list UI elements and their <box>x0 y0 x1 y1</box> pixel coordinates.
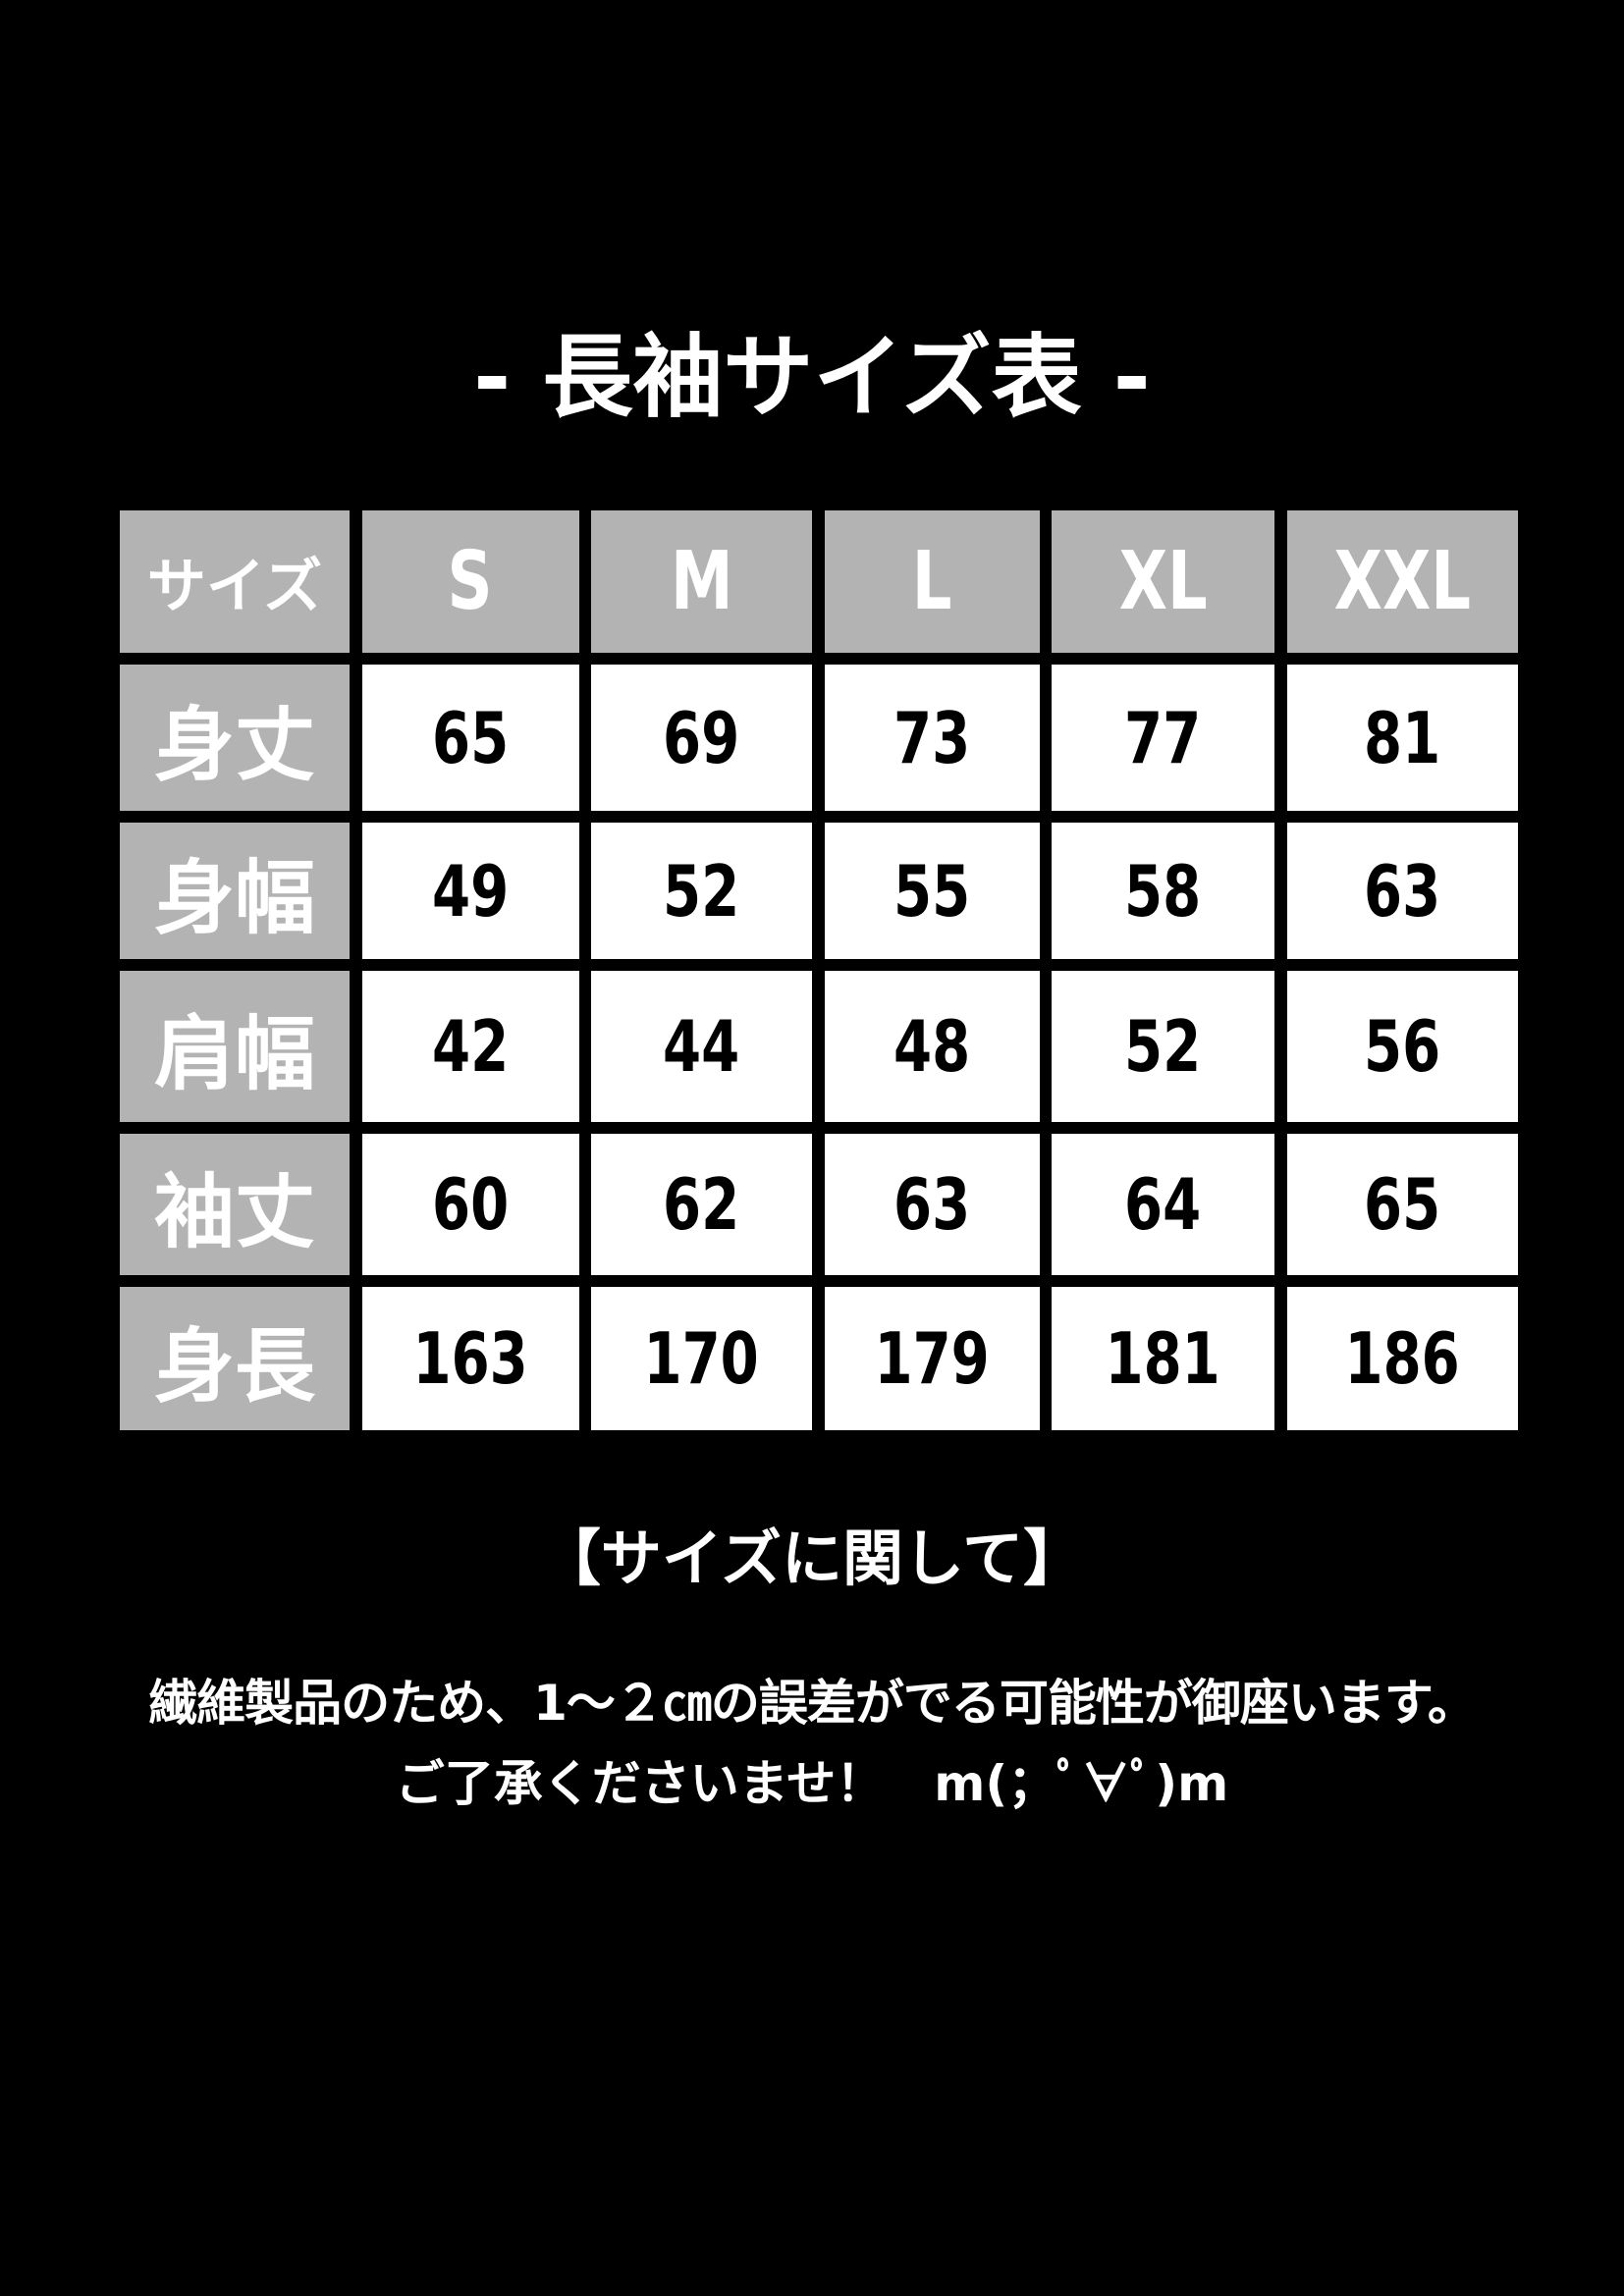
table-cell-text: 56 <box>1363 1005 1441 1088</box>
table-cell-text: 52 <box>1124 1005 1202 1088</box>
table-cell-text: 64 <box>1124 1163 1202 1246</box>
table-cell-text: 58 <box>1124 849 1202 933</box>
table-cell-text: 77 <box>1124 696 1202 779</box>
table-cell-text: 62 <box>663 1163 740 1246</box>
size-header: XXL <box>1286 510 1518 653</box>
row-label: 身長 <box>120 1287 350 1430</box>
table-cell-text: 181 <box>1105 1317 1221 1400</box>
table-cell-text: 44 <box>663 1005 740 1088</box>
table-cell: 77 <box>1052 665 1274 811</box>
table-cell-text: 65 <box>431 696 510 779</box>
row-label: 袖丈 <box>120 1134 350 1275</box>
row-label-text: 袖丈 <box>153 1165 315 1259</box>
table-cell-text: 42 <box>431 1005 510 1088</box>
table-cell-text: 69 <box>663 696 740 779</box>
size-header-text: XL <box>1118 535 1208 628</box>
table-cell: 63 <box>1286 823 1518 959</box>
table-cell: 49 <box>361 823 579 959</box>
table-cell: 186 <box>1286 1287 1518 1430</box>
table-cell-text: 179 <box>874 1317 990 1400</box>
table-cell: 73 <box>824 665 1040 811</box>
table-cell-text: 52 <box>663 849 740 933</box>
table-cell: 48 <box>824 971 1040 1122</box>
size-header-text: S <box>447 535 494 628</box>
table-cell-text: 55 <box>893 849 971 933</box>
table-cell: 179 <box>824 1287 1040 1430</box>
table-cell-text: 73 <box>893 696 971 779</box>
table-cell-text: 49 <box>431 849 510 933</box>
row-label-text: 身幅 <box>153 852 315 945</box>
size-header: M <box>591 510 812 653</box>
table-cell: 60 <box>361 1134 579 1275</box>
row-label: 肩幅 <box>120 971 350 1122</box>
table-cell: 170 <box>591 1287 812 1430</box>
notes-line-1: 繊維製品のため、1～２㎝の誤差がでる可能性が御座います。 <box>148 1675 1477 1732</box>
notes-line-2: ご了承くださいませ！ m(；ﾟ∀ﾟ)m <box>395 1755 1229 1812</box>
row-label-text: 身長 <box>153 1319 315 1414</box>
table-cell-text: 63 <box>1363 849 1441 933</box>
size-header-text: XXL <box>1333 535 1471 628</box>
page-title: - 長袖サイズ表 - <box>473 325 1151 430</box>
table-cell-text: 81 <box>1363 696 1441 779</box>
table-cell: 81 <box>1286 665 1518 811</box>
row-label: 身幅 <box>120 823 350 959</box>
size-header: XL <box>1052 510 1274 653</box>
notes-heading: 【サイズに関して】 <box>539 1522 1085 1594</box>
table-cell: 52 <box>591 823 812 959</box>
table-cell-text: 65 <box>1363 1163 1441 1246</box>
table-cell: 64 <box>1052 1134 1274 1275</box>
table-cell: 65 <box>1286 1134 1518 1275</box>
size-header: L <box>824 510 1040 653</box>
table-cell-text: 186 <box>1344 1317 1460 1400</box>
table-cell: 181 <box>1052 1287 1274 1430</box>
row-label-text: 肩幅 <box>153 1007 315 1101</box>
table-cell: 58 <box>1052 823 1274 959</box>
row-label-text: 身丈 <box>153 699 315 792</box>
size-header-text: M <box>670 535 733 628</box>
size-header: S <box>361 510 579 653</box>
table-cell: 42 <box>361 971 579 1122</box>
table-cell: 69 <box>591 665 812 811</box>
table-cell-text: 60 <box>431 1163 510 1246</box>
table-cell: 63 <box>824 1134 1040 1275</box>
table-cell: 52 <box>1052 971 1274 1122</box>
table-cell-text: 170 <box>643 1317 760 1400</box>
table-cell: 56 <box>1286 971 1518 1122</box>
table-cell: 62 <box>591 1134 812 1275</box>
size-table: サイズ S M L XL XXL 身丈 65 69 73 77 81 身幅 49 52 55 58 63 肩幅 42… <box>120 510 1518 1430</box>
table-cell: 65 <box>361 665 579 811</box>
table-cell-text: 63 <box>893 1163 971 1246</box>
table-cell-text: 48 <box>893 1005 971 1088</box>
table-cell: 55 <box>824 823 1040 959</box>
row-label: 身丈 <box>120 665 350 811</box>
table-cell: 44 <box>591 971 812 1122</box>
size-header-text: L <box>911 535 952 628</box>
table-cell-text: 163 <box>412 1317 528 1400</box>
table-cell: 163 <box>361 1287 579 1430</box>
corner-header: サイズ <box>120 510 350 653</box>
